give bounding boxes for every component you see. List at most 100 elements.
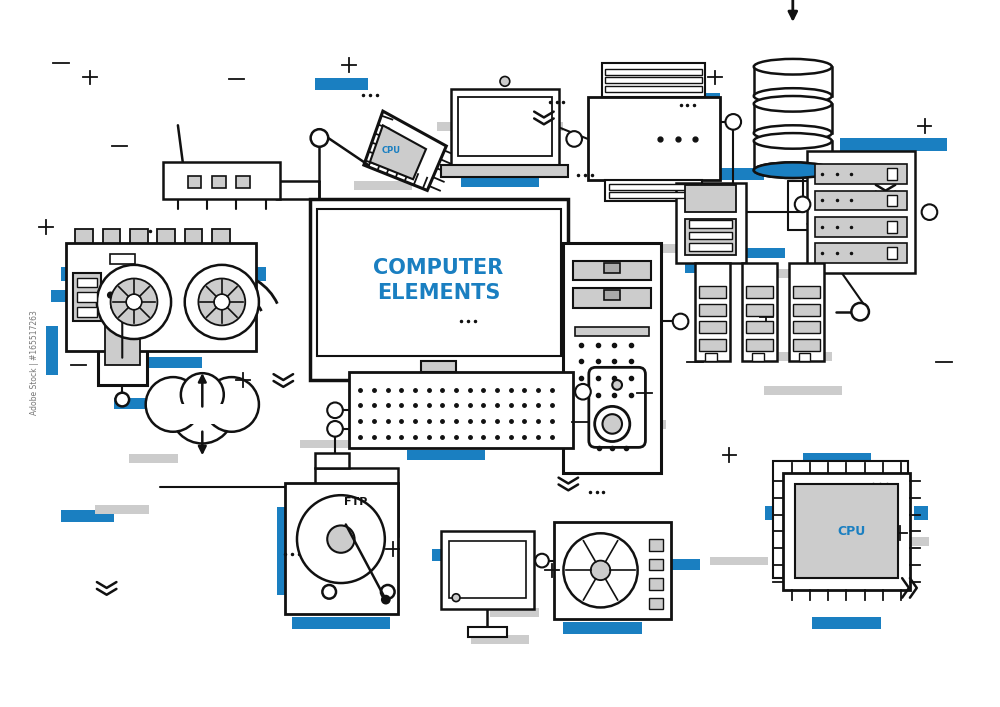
Bar [754,104,832,133]
Bar [742,263,777,361]
Bar [212,166,266,175]
Bar [609,184,698,189]
Bar [437,122,563,131]
Bar [51,291,105,302]
Bar [106,250,139,268]
Circle shape [673,314,688,329]
Bar [554,522,671,619]
Bar [764,386,842,395]
Circle shape [97,265,171,339]
Bar [75,229,93,243]
Bar [887,168,897,180]
Bar [914,506,928,520]
Bar [605,78,702,83]
Text: FTP: FTP [344,497,367,507]
Bar [887,221,897,233]
Bar [815,243,907,263]
Bar [285,482,398,614]
Bar [432,549,495,561]
Circle shape [311,129,328,147]
Bar [604,291,620,300]
Bar [77,292,97,302]
Bar [46,327,58,375]
Bar [744,269,798,278]
Circle shape [725,114,741,129]
Bar [685,259,699,273]
Bar [699,339,726,351]
Bar [524,279,573,287]
Bar [604,335,620,341]
Circle shape [575,384,591,399]
Bar [746,304,773,315]
Bar [815,191,907,210]
Bar [449,541,526,597]
Bar [458,97,552,156]
Bar [114,397,168,409]
Circle shape [452,594,460,602]
Bar [666,93,720,105]
Bar [649,559,663,571]
Bar [385,420,492,433]
Bar [746,286,773,298]
Bar [795,484,898,578]
Bar [685,168,764,180]
Circle shape [566,131,582,147]
Circle shape [185,265,259,339]
Circle shape [591,561,610,580]
Bar [563,243,661,473]
Circle shape [563,533,638,607]
Bar [695,263,730,361]
Circle shape [327,421,343,437]
Bar [685,219,736,255]
Circle shape [322,585,336,599]
Ellipse shape [754,163,832,178]
Circle shape [327,525,355,553]
Bar [77,278,97,287]
Bar [637,245,685,253]
Bar [149,334,207,346]
Bar [129,454,178,463]
Circle shape [126,294,142,310]
Circle shape [111,279,157,325]
Bar [451,89,559,165]
Bar [765,506,779,520]
Polygon shape [364,111,446,190]
Ellipse shape [754,96,832,112]
Bar [315,468,398,536]
Bar [300,440,354,448]
Bar [812,573,871,585]
Ellipse shape [754,88,832,104]
Bar [563,622,642,633]
Bar [131,296,137,301]
Bar [676,183,746,263]
Bar [699,322,726,333]
Circle shape [381,585,395,599]
Bar [705,353,717,361]
Bar [236,176,250,188]
Bar [815,217,907,237]
Ellipse shape [754,59,832,74]
Bar [573,261,651,281]
Text: CPU: CPU [381,146,400,155]
Bar [812,617,881,629]
Circle shape [595,407,630,441]
Circle shape [851,303,869,320]
Bar [773,461,908,578]
Bar [471,635,529,643]
Bar [789,263,824,361]
Circle shape [795,197,810,212]
Ellipse shape [754,125,832,141]
Bar [554,580,607,592]
Bar [575,327,649,336]
Bar [407,450,485,460]
Bar [815,164,907,184]
Bar [689,220,732,228]
Bar [105,287,140,366]
Bar [315,78,368,90]
Bar [185,229,202,243]
Bar [783,473,910,590]
Bar [331,532,356,566]
Bar [793,339,820,351]
FancyBboxPatch shape [589,368,645,448]
Bar [605,86,702,92]
